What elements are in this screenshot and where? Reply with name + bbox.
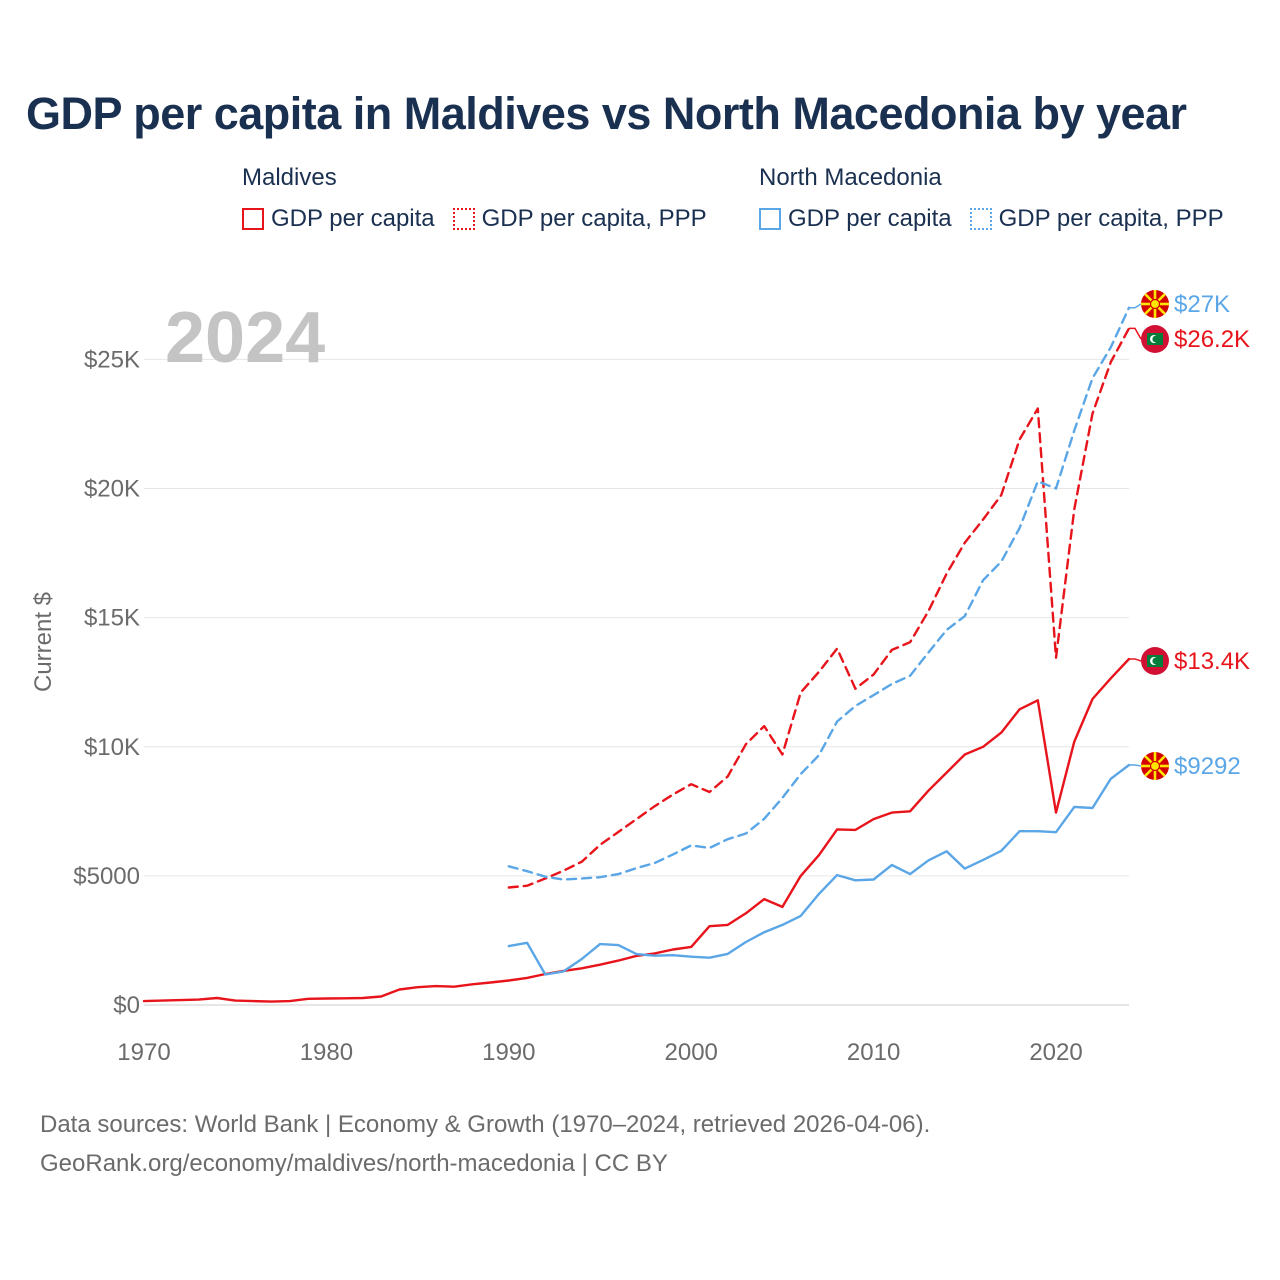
series-line-north-macedonia-dashed — [507, 306, 1131, 881]
year-watermark: 2024 — [165, 298, 325, 378]
legend-group-north-macedonia: North Macedonia GDP per capita GDP per c… — [759, 162, 1224, 233]
legend-group-maldives: Maldives GDP per capita GDP per capita, … — [242, 162, 707, 233]
legend-item-maldives-gdp-ppp[interactable]: GDP per capita, PPP — [452, 205, 707, 233]
solid-swatch-icon — [759, 208, 781, 230]
y-tick-label: $0 — [113, 992, 140, 1019]
x-tick-label: 1990 — [482, 1039, 535, 1066]
legend-item-north-macedonia-gdp-ppp[interactable]: GDP per capita, PPP — [969, 205, 1224, 233]
legend-group-label: Maldives — [242, 164, 337, 191]
end-value-label: $26.2K — [1174, 326, 1250, 353]
legend-item-north-macedonia-gdp[interactable]: GDP per capita — [759, 205, 952, 233]
y-tick-label: $15K — [84, 605, 140, 632]
leader-line — [1129, 303, 1142, 309]
page-title: GDP per capita in Maldives vs North Mace… — [26, 88, 1187, 139]
y-axis-label: Current $ — [30, 592, 57, 692]
dotted-swatch-icon — [969, 208, 992, 230]
legend-group-label: North Macedonia — [759, 164, 942, 191]
end-value-label: $13.4K — [1174, 648, 1250, 675]
legend-item-maldives-gdp[interactable]: GDP per capita — [242, 205, 435, 233]
grid-lines — [144, 358, 1129, 1006]
legend-item-label: GDP per capita, PPP — [481, 205, 707, 232]
flag-sun — [1149, 760, 1161, 772]
series-lines — [142, 306, 1131, 1003]
flag-sun — [1149, 298, 1161, 310]
leader-line — [1129, 658, 1142, 662]
series-line-maldives-solid — [142, 657, 1131, 1003]
footer-sources: Data sources: World Bank | Economy & Gro… — [40, 1111, 931, 1138]
y-axis: $0 $5000 $10K $15K $20K $25K — [73, 346, 140, 1019]
flag-crescent-cut — [1152, 335, 1160, 343]
footer-link[interactable]: GeoRank.org/economy/maldives/north-maced… — [40, 1150, 668, 1177]
series-line-north-macedonia-solid — [507, 763, 1131, 976]
solid-swatch-icon — [242, 208, 264, 230]
dotted-swatch-icon — [452, 208, 475, 230]
end-value-label: $27K — [1174, 291, 1230, 318]
legend-item-label: GDP per capita — [788, 205, 952, 232]
legend-item-label: GDP per capita — [271, 205, 435, 232]
y-tick-label: $25K — [84, 346, 140, 373]
series-line-maldives-dashed — [507, 327, 1131, 889]
y-tick-label: $5000 — [73, 863, 140, 890]
end-value-label: $9292 — [1174, 753, 1241, 780]
end-labels: $13.4K $26.2K $9292 $27K — [1129, 290, 1250, 780]
x-tick-label: 2010 — [847, 1039, 900, 1066]
x-axis: 1970 1980 1990 2000 2010 2020 — [117, 1039, 1082, 1066]
x-tick-label: 1980 — [300, 1039, 353, 1066]
x-tick-label: 1970 — [117, 1039, 170, 1066]
legend-item-label: GDP per capita, PPP — [998, 205, 1224, 232]
x-tick-label: 2020 — [1029, 1039, 1082, 1066]
y-tick-label: $10K — [84, 734, 140, 761]
leader-line — [1129, 764, 1142, 767]
leader-line — [1129, 327, 1142, 340]
footer: Data sources: World Bank | Economy & Gro… — [40, 1105, 930, 1183]
flag-crescent-cut — [1152, 657, 1160, 665]
y-tick-label: $20K — [84, 476, 140, 503]
x-tick-label: 2000 — [665, 1039, 718, 1066]
